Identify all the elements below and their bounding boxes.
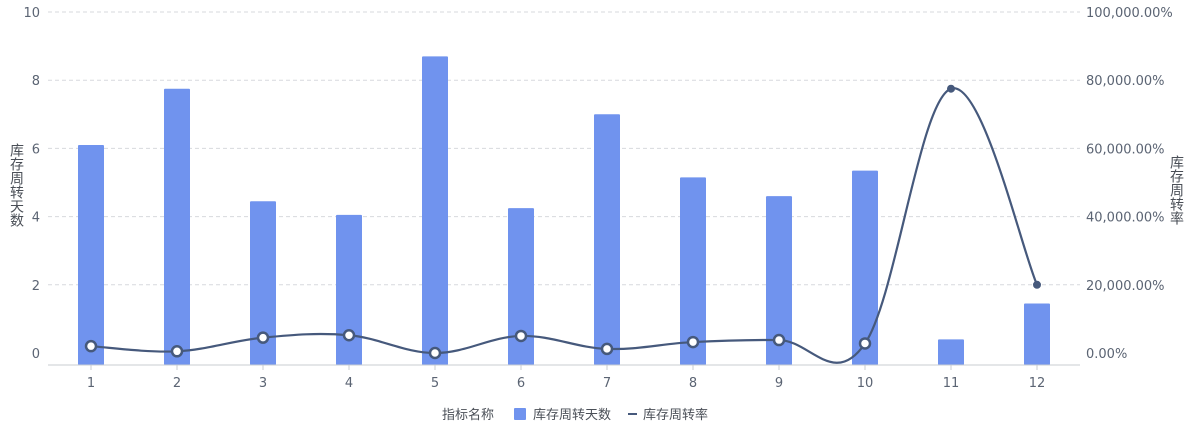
legend-title: 指标名称 <box>442 407 494 423</box>
line-point[interactable] <box>342 329 356 342</box>
x-tick-label: 12 <box>1029 376 1046 391</box>
legend-bar-swatch <box>514 408 526 420</box>
x-tick-label: 3 <box>259 376 267 391</box>
left-tick-label: 6 <box>32 142 40 157</box>
line-point[interactable] <box>947 84 955 93</box>
bar[interactable] <box>766 196 792 365</box>
legend: 指标名称 库存周转天数 库存周转率 <box>442 407 708 423</box>
right-tick-label: 100,000.00% <box>1086 6 1173 21</box>
bar[interactable] <box>250 201 276 365</box>
bar[interactable] <box>508 208 534 365</box>
left-tick-label: 0 <box>32 347 40 362</box>
left-tick-label: 4 <box>32 211 40 226</box>
line-point[interactable] <box>858 337 872 350</box>
line-point[interactable] <box>686 335 700 349</box>
legend-item-line[interactable]: 库存周转率 <box>628 407 708 423</box>
axes: 0 0.00% 2 20,000.00% 4 40,000.00% 6 60,000.00% 8… <box>23 6 1172 391</box>
legend-bar-label: 库存周转天数 <box>533 407 611 423</box>
bar[interactable] <box>1024 303 1050 365</box>
line-series <box>84 84 1041 364</box>
x-tick-label: 7 <box>603 376 611 391</box>
gridlines <box>48 11 1080 286</box>
line-point[interactable] <box>84 339 98 353</box>
right-tick-label: 20,000.00% <box>1086 279 1165 294</box>
x-tick-label: 5 <box>431 376 439 391</box>
line-point[interactable] <box>1033 280 1041 289</box>
x-tick-label: 1 <box>87 376 95 391</box>
bar[interactable] <box>938 339 964 365</box>
line-point[interactable] <box>256 331 270 344</box>
x-tick-label: 10 <box>857 376 874 391</box>
legend-line-label: 库存周转率 <box>643 407 708 423</box>
bar[interactable] <box>336 214 362 365</box>
left-tick-label: 10 <box>23 6 40 21</box>
right-tick-label: 40,000.00% <box>1086 211 1165 226</box>
bar[interactable] <box>852 170 878 365</box>
line-point[interactable] <box>428 346 442 360</box>
x-tick-label: 4 <box>345 376 353 391</box>
line-point[interactable] <box>600 342 614 356</box>
left-axis-title: 库存周转天数 <box>8 143 24 227</box>
right-tick-label: 0.00% <box>1086 347 1127 362</box>
line-point[interactable] <box>772 333 786 347</box>
x-tick-label: 6 <box>517 376 525 391</box>
line-point[interactable] <box>170 345 184 358</box>
bar-series <box>78 56 1050 365</box>
bar[interactable] <box>594 114 620 365</box>
bar[interactable] <box>164 88 190 365</box>
x-tick-label: 2 <box>173 376 181 391</box>
legend-item-bar[interactable]: 库存周转天数 <box>514 407 611 423</box>
left-tick-label: 2 <box>32 279 40 294</box>
line-path[interactable] <box>90 87 1039 364</box>
x-tick-label: 9 <box>775 376 783 391</box>
x-tick-label: 11 <box>943 376 960 391</box>
line-point[interactable] <box>514 329 528 343</box>
bar[interactable] <box>78 144 104 365</box>
right-tick-label: 80,000.00% <box>1086 74 1165 89</box>
left-tick-label: 8 <box>32 74 40 89</box>
bar[interactable] <box>422 56 448 365</box>
right-tick-label: 60,000.00% <box>1086 142 1165 157</box>
x-tick-label: 8 <box>689 376 697 391</box>
bar[interactable] <box>680 177 706 365</box>
right-axis-title: 库存周转率 <box>1168 155 1184 225</box>
